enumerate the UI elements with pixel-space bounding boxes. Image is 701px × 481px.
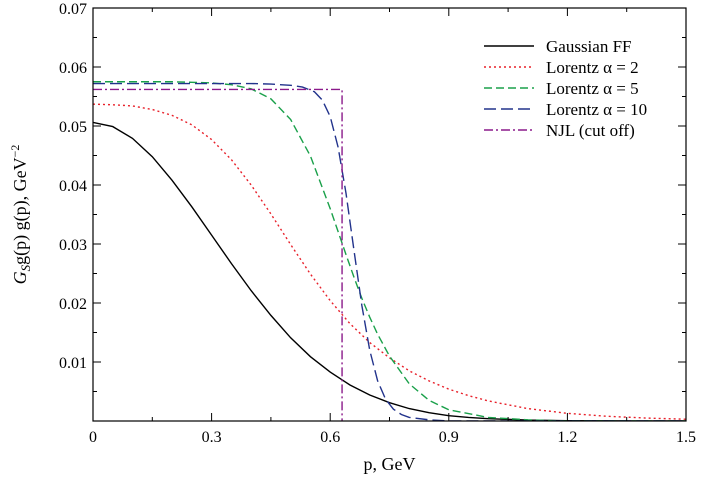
legend: Gaussian FF Lorentz α = 2 Lorentz α = 5 Lor… bbox=[484, 37, 647, 140]
series-line-4 bbox=[93, 82, 686, 421]
axes: 0 0.3 0.6 0.9 1.2 1.5 0.01 0.02 0.03 0.04 0.05 0.06… bbox=[59, 1, 696, 446]
x-tick-label: 0.6 bbox=[320, 429, 340, 446]
x-tick-label: 1.2 bbox=[557, 429, 577, 446]
series-line-5 bbox=[93, 88, 343, 421]
y-tick-label: 0.02 bbox=[59, 296, 87, 313]
y-tick-label: 0.01 bbox=[59, 355, 87, 372]
y-tick-label: 0.05 bbox=[59, 119, 87, 136]
x-axis-label: p, GeV bbox=[364, 454, 416, 474]
y-axis-label-main: g(p) g(p), GeV bbox=[10, 157, 31, 264]
legend-label-2: Lorentz α = 2 bbox=[546, 58, 639, 77]
x-tick-label: 0.3 bbox=[202, 429, 222, 446]
y-tick-label: 0.03 bbox=[59, 237, 87, 254]
series-line-3 bbox=[93, 81, 686, 421]
y-axis-label-superscript: −2 bbox=[8, 145, 22, 158]
y-axis-label-subscript: S bbox=[18, 264, 33, 271]
x-tick-label: 0.9 bbox=[439, 429, 459, 446]
y-tick-label: 0.04 bbox=[59, 178, 87, 195]
y-axis-label-symbol: G bbox=[10, 271, 30, 284]
series-line-2 bbox=[93, 103, 686, 420]
plot-area bbox=[93, 81, 686, 421]
y-tick-label: 0.07 bbox=[59, 1, 87, 18]
series-line-1 bbox=[93, 121, 686, 421]
legend-label-5: NJL (cut off) bbox=[546, 121, 635, 140]
x-tick-label: 1.5 bbox=[676, 429, 696, 446]
legend-label-3: Lorentz α = 5 bbox=[546, 79, 639, 98]
x-tick-label: 0 bbox=[89, 429, 97, 446]
y-tick-label: 0.06 bbox=[59, 60, 87, 77]
y-axis-label: GSg(p) g(p), GeV−2 bbox=[8, 145, 33, 285]
legend-label-1: Gaussian FF bbox=[546, 37, 631, 56]
legend-label-4: Lorentz α = 10 bbox=[546, 100, 647, 119]
